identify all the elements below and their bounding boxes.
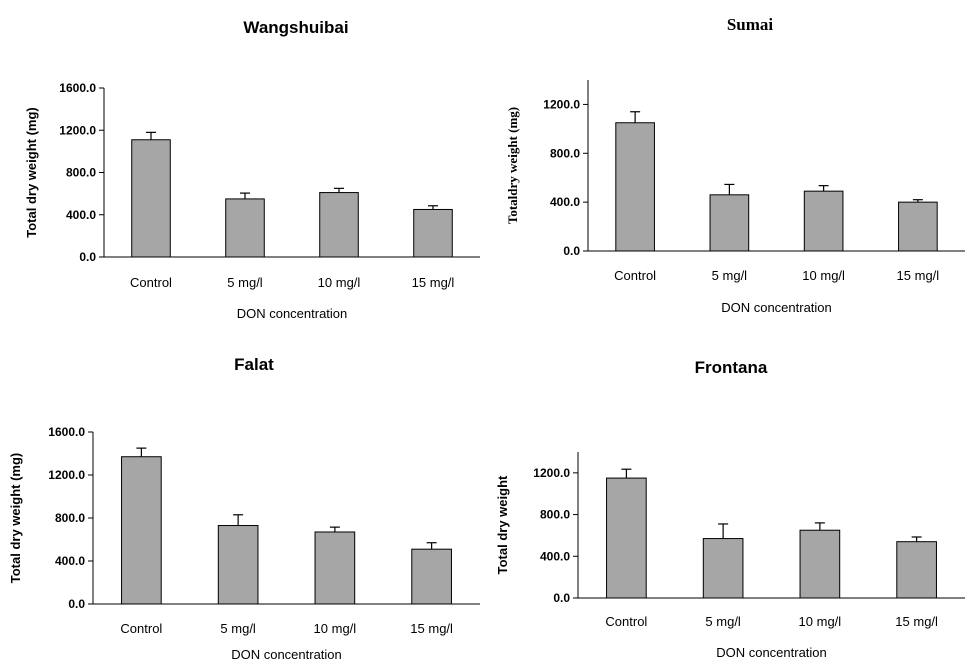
x-tick-label: 5 mg/l — [712, 268, 748, 283]
y-tick-label: 0.0 — [79, 250, 96, 264]
x-tick-label: 15 mg/l — [412, 275, 455, 290]
chart-title: Wangshuibai — [243, 18, 348, 37]
x-tick-label: 5 mg/l — [705, 614, 741, 629]
y-tick-label: 0.0 — [553, 591, 570, 605]
x-tick-label: 10 mg/l — [314, 621, 357, 636]
y-axis-label: Total dry weight — [495, 475, 510, 574]
x-tick-label: Control — [614, 268, 656, 283]
y-tick-label: 800.0 — [55, 511, 85, 525]
x-tick-label: 15 mg/l — [410, 621, 453, 636]
bar — [319, 192, 359, 258]
bar — [803, 190, 844, 252]
x-tick-label: 5 mg/l — [220, 621, 256, 636]
bar — [896, 541, 937, 599]
chart-panel-2: Sumai 0.0 400.0 800.0 1200.0 Control 5 mg/l 10 … — [505, 15, 965, 315]
y-axis-label: Totaldry weight (mg) — [505, 107, 520, 224]
bar — [898, 201, 938, 252]
chart-title: Sumai — [727, 15, 774, 34]
x-tick-label: 15 mg/l — [897, 268, 940, 283]
bar — [702, 538, 744, 599]
y-tick-label: 400.0 — [66, 208, 96, 222]
bar — [217, 525, 259, 605]
x-axis-label: DON concentration — [716, 645, 827, 660]
bar — [615, 122, 655, 252]
y-tick-label: 800.0 — [66, 166, 96, 180]
x-tick-label: Control — [130, 275, 172, 290]
x-axis-label: DON concentration — [721, 300, 832, 315]
chart-title: Frontana — [695, 358, 768, 377]
y-axis-label: Total dry weight (mg) — [8, 453, 23, 583]
bar — [121, 456, 162, 605]
x-tick-label: 5 mg/l — [227, 275, 263, 290]
x-tick-label: 15 mg/l — [895, 614, 938, 629]
bar — [606, 477, 647, 599]
y-tick-label: 800.0 — [540, 508, 570, 522]
x-axis-label: DON concentration — [237, 306, 348, 321]
chart-panel-1: Wangshuibai 0.0 400.0 800.0 1200.0 1600.0 Cont… — [24, 18, 480, 321]
x-tick-label: 10 mg/l — [799, 614, 842, 629]
bar — [131, 139, 171, 258]
chart-panel-3: Falat 0.0 400.0 800.0 1200.0 1600.0 Control 5 m… — [8, 355, 480, 662]
x-tick-label: 10 mg/l — [802, 268, 845, 283]
y-tick-label: 1600.0 — [59, 81, 96, 95]
y-tick-label: 1200.0 — [48, 468, 85, 482]
bar — [799, 529, 841, 599]
x-tick-label: 10 mg/l — [318, 275, 361, 290]
y-tick-label: 400.0 — [540, 549, 570, 563]
y-tick-label: 1200.0 — [59, 123, 96, 137]
x-tick-label: Control — [120, 621, 162, 636]
bar — [413, 208, 453, 258]
y-tick-label: 1600.0 — [48, 425, 85, 439]
bar — [709, 194, 750, 252]
bar — [225, 198, 265, 258]
bar — [411, 548, 452, 605]
x-axis-label: DON concentration — [231, 647, 342, 662]
chart-title: Falat — [234, 355, 274, 374]
y-axis-label: Total dry weight (mg) — [24, 107, 39, 237]
y-tick-label: 400.0 — [55, 554, 85, 568]
bar — [314, 531, 356, 605]
x-tick-label: Control — [605, 614, 647, 629]
y-tick-label: 1200.0 — [543, 97, 580, 111]
y-tick-label: 800.0 — [550, 146, 580, 160]
y-tick-label: 0.0 — [563, 244, 580, 258]
y-tick-label: 400.0 — [550, 195, 580, 209]
y-tick-label: 0.0 — [68, 597, 85, 611]
y-tick-label: 1200.0 — [533, 466, 570, 480]
chart-panel-4: Frontana 0.0 400.0 800.0 1200.0 Control 5 mg/l… — [495, 358, 965, 660]
